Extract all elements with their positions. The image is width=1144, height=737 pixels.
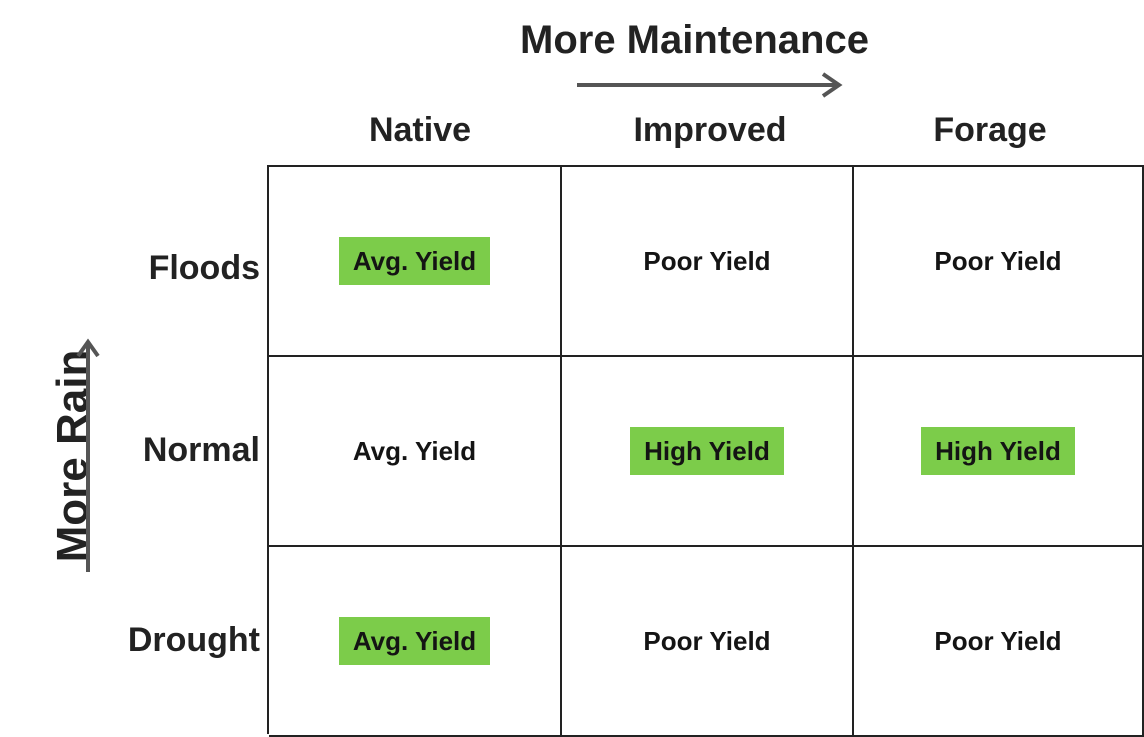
row-header-normal: Normal: [142, 431, 260, 469]
yield-label: Poor Yield: [934, 246, 1062, 276]
matrix-cell: Avg. Yield: [269, 547, 562, 737]
yield-label: Poor Yield: [934, 626, 1062, 656]
yield-label: High Yield: [630, 427, 784, 475]
column-header-native: Native: [368, 111, 472, 149]
matrix-cell: Poor Yield: [562, 167, 854, 357]
yield-label: High Yield: [921, 427, 1075, 475]
right-arrow-icon: [577, 72, 843, 98]
matrix-cell: Avg. Yield: [269, 167, 562, 357]
yield-label: Poor Yield: [643, 246, 771, 276]
yield-label: Avg. Yield: [338, 617, 491, 665]
matrix-cell: Avg. Yield: [269, 357, 562, 547]
column-header-forage: Forage: [933, 111, 1047, 149]
maintenance-axis-title: More Maintenance: [520, 18, 869, 62]
yield-label: Avg. Yield: [338, 237, 491, 285]
yield-label: Poor Yield: [643, 626, 771, 656]
row-header-floods: Floods: [148, 249, 260, 287]
matrix-cell: Poor Yield: [562, 547, 854, 737]
up-arrow-icon: [76, 338, 100, 572]
yield-label: Avg. Yield: [352, 436, 477, 466]
yield-matrix: Avg. Yield Poor Yield Poor Yield Avg. Yi…: [267, 165, 1144, 737]
column-header-improved: Improved: [633, 111, 787, 149]
matrix-cell: Poor Yield: [854, 167, 1144, 357]
matrix-cell: High Yield: [854, 357, 1144, 547]
matrix-cell: High Yield: [562, 357, 854, 547]
matrix-cell: Poor Yield: [854, 547, 1144, 737]
row-header-drought: Drought: [127, 621, 260, 659]
